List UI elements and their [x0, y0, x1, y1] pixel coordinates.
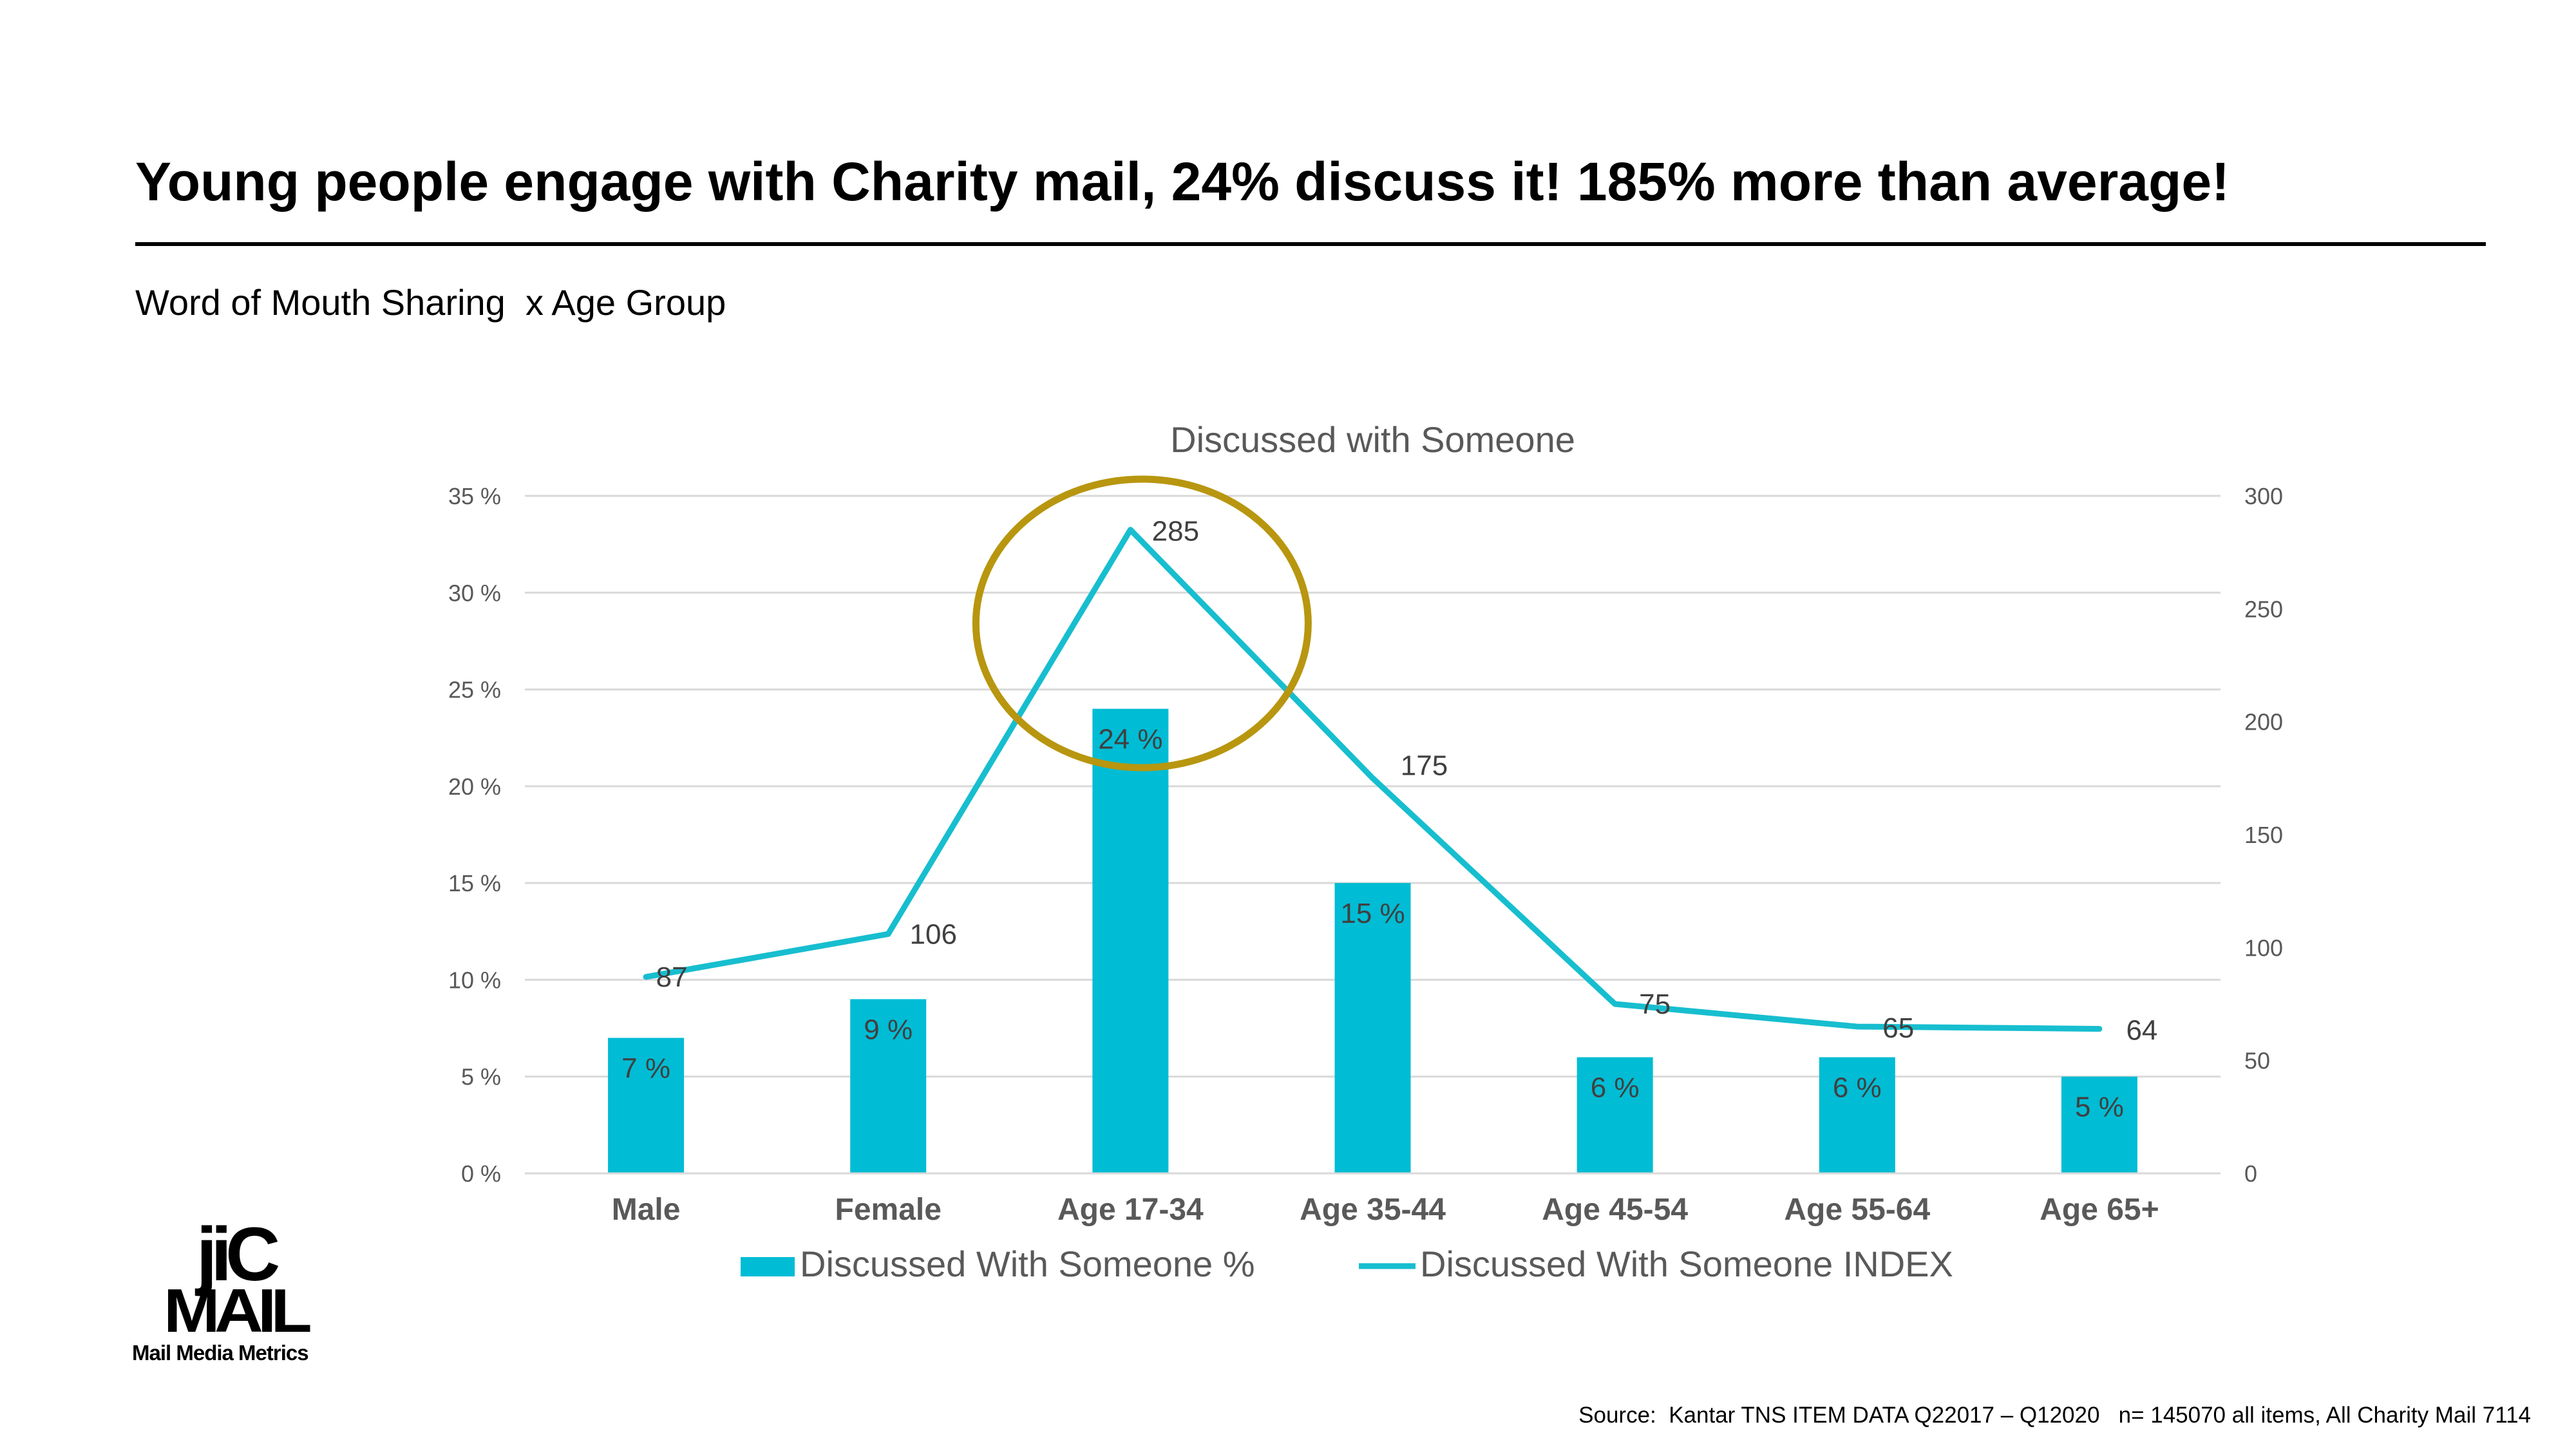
category-label: Age 35-44	[1300, 1193, 1446, 1227]
y-right-tick-label: 150	[2244, 822, 2283, 848]
y-right-tick-label: 250	[2244, 596, 2283, 622]
category-label: Age 45-54	[1542, 1193, 1688, 1227]
index-value-label: 65	[1882, 1012, 1914, 1044]
y-right-tick-label: 200	[2244, 709, 2283, 735]
highlight-circle	[972, 475, 1312, 772]
category-label: Age 65+	[2040, 1193, 2159, 1227]
y-right-tick-label: 0	[2244, 1160, 2257, 1187]
legend-label-bars: Discussed With Someone %	[800, 1244, 1255, 1284]
index-value-label: 285	[1152, 516, 1199, 547]
bar-value-label: 7 %	[621, 1053, 670, 1084]
title-divider	[135, 242, 2486, 246]
jicmail-logo: jiC MAIL	[164, 1212, 316, 1345]
source-note: Source: Kantar TNS ITEM DATA Q22017 – Q1…	[1578, 1403, 2531, 1428]
y-left-tick-label: 0 %	[461, 1160, 501, 1187]
bar-value-label: 9 %	[864, 1014, 913, 1045]
bar-value-label: 15 %	[1340, 898, 1405, 929]
category-label: Age 17-34	[1057, 1193, 1204, 1227]
y-left-tick-label: 20 %	[448, 773, 501, 800]
bar	[2061, 1076, 2137, 1173]
bar-value-label: 6 %	[1591, 1072, 1640, 1104]
y-left-tick-label: 15 %	[448, 870, 501, 896]
legend-label-line: Discussed With Someone INDEX	[1420, 1244, 1953, 1284]
bar	[1092, 708, 1169, 1173]
logo-text-bottom: MAIL	[164, 1276, 310, 1345]
index-value-label: 106	[910, 918, 957, 950]
chart-title: Discussed with Someone	[1170, 419, 1575, 460]
y-right-tick-label: 300	[2244, 483, 2283, 509]
index-series-line	[643, 527, 2103, 1032]
category-label: Age 55-64	[1784, 1193, 1930, 1227]
y-left-tick-label: 35 %	[448, 483, 501, 509]
y-right-tick-label: 50	[2244, 1048, 2270, 1074]
legend-swatch-bars	[741, 1257, 795, 1276]
index-value-label: 75	[1639, 989, 1671, 1020]
y-right-tick-label: 100	[2244, 934, 2283, 961]
bar-value-label: 5 %	[2075, 1092, 2124, 1123]
index-value-label: 87	[656, 961, 688, 993]
page-title: Young people engage with Charity mail, 2…	[135, 151, 2230, 212]
page-subtitle: Word of Mouth Sharing x Age Group	[135, 282, 726, 323]
bar-value-label: 24 %	[1098, 724, 1162, 755]
bar	[1577, 1057, 1653, 1173]
bar-value-label: 6 %	[1833, 1072, 1882, 1104]
y-left-tick-label: 10 %	[448, 967, 501, 993]
category-label: Female	[835, 1193, 942, 1227]
index-value-label: 64	[2126, 1015, 2157, 1046]
index-value-label: 175	[1401, 750, 1448, 781]
y-left-tick-label: 5 %	[461, 1064, 501, 1090]
logo-text-top: jiC	[195, 1212, 279, 1297]
y-left-tick-label: 30 %	[448, 580, 501, 606]
bar	[1334, 883, 1411, 1173]
bar	[1819, 1057, 1895, 1173]
bar	[850, 999, 927, 1173]
y-left-tick-label: 25 %	[448, 677, 501, 703]
logo-caption: Mail Media Metrics	[132, 1341, 309, 1365]
bar	[608, 1037, 685, 1173]
category-label: Male	[612, 1193, 681, 1227]
